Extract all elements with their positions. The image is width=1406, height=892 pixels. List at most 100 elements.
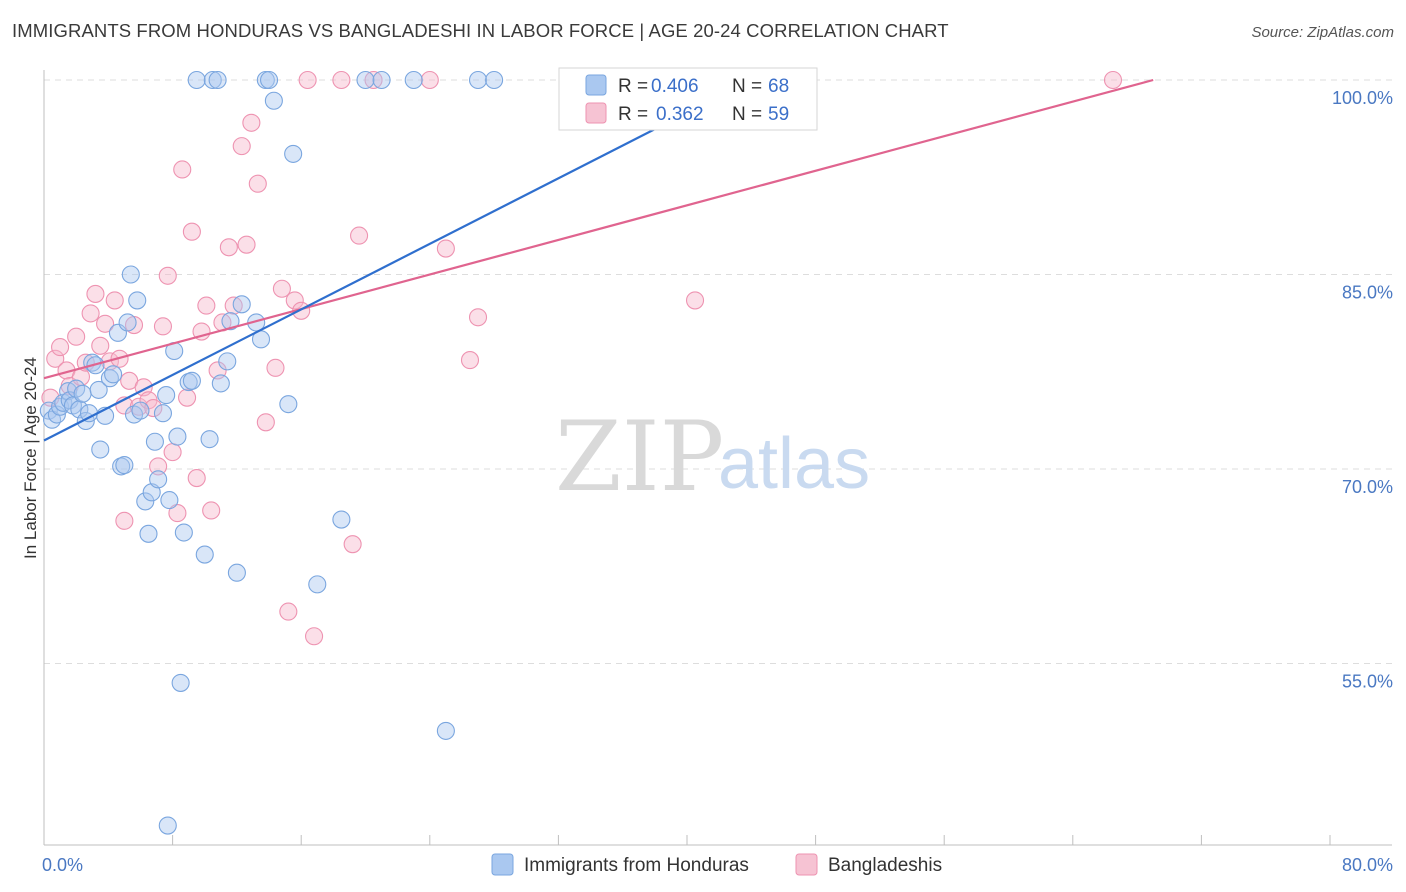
honduras-point-59 (308, 575, 327, 594)
legend-r-label-2: R = (618, 104, 648, 125)
bangladeshi-point-56 (460, 351, 480, 370)
bottom-legend-swatch-bangladeshi (795, 853, 818, 876)
legend-swatch-bangladeshi (585, 102, 607, 124)
bangladeshi-point-22 (149, 457, 168, 476)
bangladeshi-point-32 (197, 296, 216, 315)
bangladeshi-point-48 (298, 70, 317, 90)
bangladeshi-point-40 (242, 113, 261, 132)
legend-swatch-honduras (585, 74, 607, 96)
legend-n-value-1: 68 (768, 76, 789, 97)
y-tick-label-2: 70.0% (1342, 477, 1393, 497)
bangladeshi-point-46 (285, 291, 304, 310)
honduras-point-16 (91, 440, 110, 459)
honduras-point-49 (221, 312, 240, 331)
honduras-point-29 (139, 524, 158, 543)
honduras-point-45 (203, 70, 222, 90)
honduras-point-24 (121, 265, 140, 284)
legend-r-value-1: 0.406 (651, 76, 699, 97)
honduras-point-33 (153, 404, 173, 423)
bangladeshi-point-57 (468, 308, 488, 327)
honduras-point-31 (145, 432, 164, 451)
bangladeshi-point-52 (350, 226, 369, 245)
honduras-point-32 (149, 470, 168, 489)
bangladeshi-point-41 (248, 174, 267, 193)
bottom-legend-label-honduras: Immigrants from Honduras (524, 855, 749, 876)
bangladeshi-point-9 (86, 284, 105, 303)
bangladeshi-point-50 (332, 70, 351, 90)
x-tick-label-1: 80.0% (1342, 855, 1393, 875)
bangladeshi-point-28 (178, 388, 197, 407)
bangladeshi-point-39 (237, 235, 256, 254)
honduras-point-27 (131, 401, 150, 420)
bangladeshi-point-29 (182, 222, 201, 241)
bangladeshi-point-30 (187, 469, 206, 488)
bangladeshi-point-13 (105, 291, 124, 310)
x-tick-label-0: 0.0% (42, 855, 83, 875)
legend-r-value-2: 0.362 (656, 104, 704, 125)
y-axis-label: In Labor Force | Age 20-24 (21, 357, 40, 559)
honduras-point-26 (128, 291, 147, 310)
bottom-legend-label-bangladeshi: Bangladeshis (828, 855, 942, 876)
bangladeshi-trend-line (43, 78, 1154, 380)
honduras-point-41 (182, 371, 201, 390)
honduras-point-44 (200, 430, 219, 449)
bangladeshi-point-44 (272, 279, 291, 298)
honduras-point-9 (70, 400, 89, 419)
honduras-point-35 (160, 491, 179, 510)
legend-n-label-1: N = (732, 76, 762, 97)
watermark-zip: ZIP (555, 401, 724, 513)
honduras-point-57 (279, 395, 298, 414)
bottom-legend: Immigrants from Honduras Bangladeshis (491, 853, 942, 876)
legend-r-label-1: R = (618, 76, 648, 97)
y-tick-label-0: 100.0% (1332, 88, 1393, 108)
watermark-atlas: atlas (718, 424, 870, 504)
bangladeshi-point-54 (420, 70, 439, 90)
legend-n-value-2: 59 (768, 104, 789, 125)
bangladeshi-point-23 (153, 317, 173, 336)
watermark: ZIP atlas (555, 401, 870, 513)
honduras-point-37 (168, 427, 187, 446)
bangladeshi-point-43 (266, 358, 285, 377)
honduras-point-38 (171, 673, 190, 692)
honduras-point-43 (195, 545, 214, 564)
honduras-point-61 (356, 70, 375, 90)
bangladeshi-point-25 (163, 443, 182, 462)
bangladeshi-point-5 (67, 327, 86, 346)
honduras-point-67 (158, 816, 177, 835)
honduras-point-1 (42, 410, 62, 429)
bottom-legend-swatch-honduras (491, 853, 514, 876)
bangladeshi-point-33 (202, 501, 221, 520)
honduras-point-58 (284, 144, 303, 163)
series-bangladeshis (41, 70, 1123, 646)
bangladeshi-point-11 (96, 314, 115, 333)
bangladeshi-point-51 (343, 535, 362, 554)
chart-title: IMMIGRANTS FROM HONDURAS VS BANGLADESHI … (12, 20, 949, 41)
honduras-point-19 (104, 365, 123, 384)
honduras-point-63 (404, 70, 423, 90)
bangladeshi-point-55 (436, 239, 455, 258)
honduras-point-23 (118, 313, 137, 332)
honduras-point-28 (136, 492, 155, 511)
bangladeshi-point-26 (168, 504, 187, 523)
bangladeshi-point-2 (51, 338, 70, 357)
bangladeshi-point-36 (219, 238, 238, 257)
trend-lines (43, 78, 1154, 442)
honduras-point-62 (372, 70, 391, 90)
bangladeshi-point-45 (279, 602, 298, 621)
y-tick-label-3: 55.0% (1342, 671, 1393, 691)
tick-labels: 100.0% 85.0% 70.0% 55.0% 0.0% 80.0% (42, 88, 1393, 875)
honduras-point-42 (187, 70, 206, 90)
bangladeshi-point-42 (256, 413, 275, 432)
bangladeshi-point-8 (81, 304, 100, 323)
bangladeshi-point-10 (91, 336, 110, 355)
bangladeshi-point-38 (232, 137, 251, 156)
legend-n-label-2: N = (732, 104, 762, 125)
axes (43, 70, 1392, 846)
bangladeshi-point-60 (115, 511, 134, 530)
honduras-point-56 (264, 91, 283, 110)
honduras-trend-line (43, 79, 752, 442)
honduras-point-15 (89, 380, 108, 399)
honduras-point-64 (436, 721, 455, 740)
honduras-point-22 (115, 456, 134, 475)
